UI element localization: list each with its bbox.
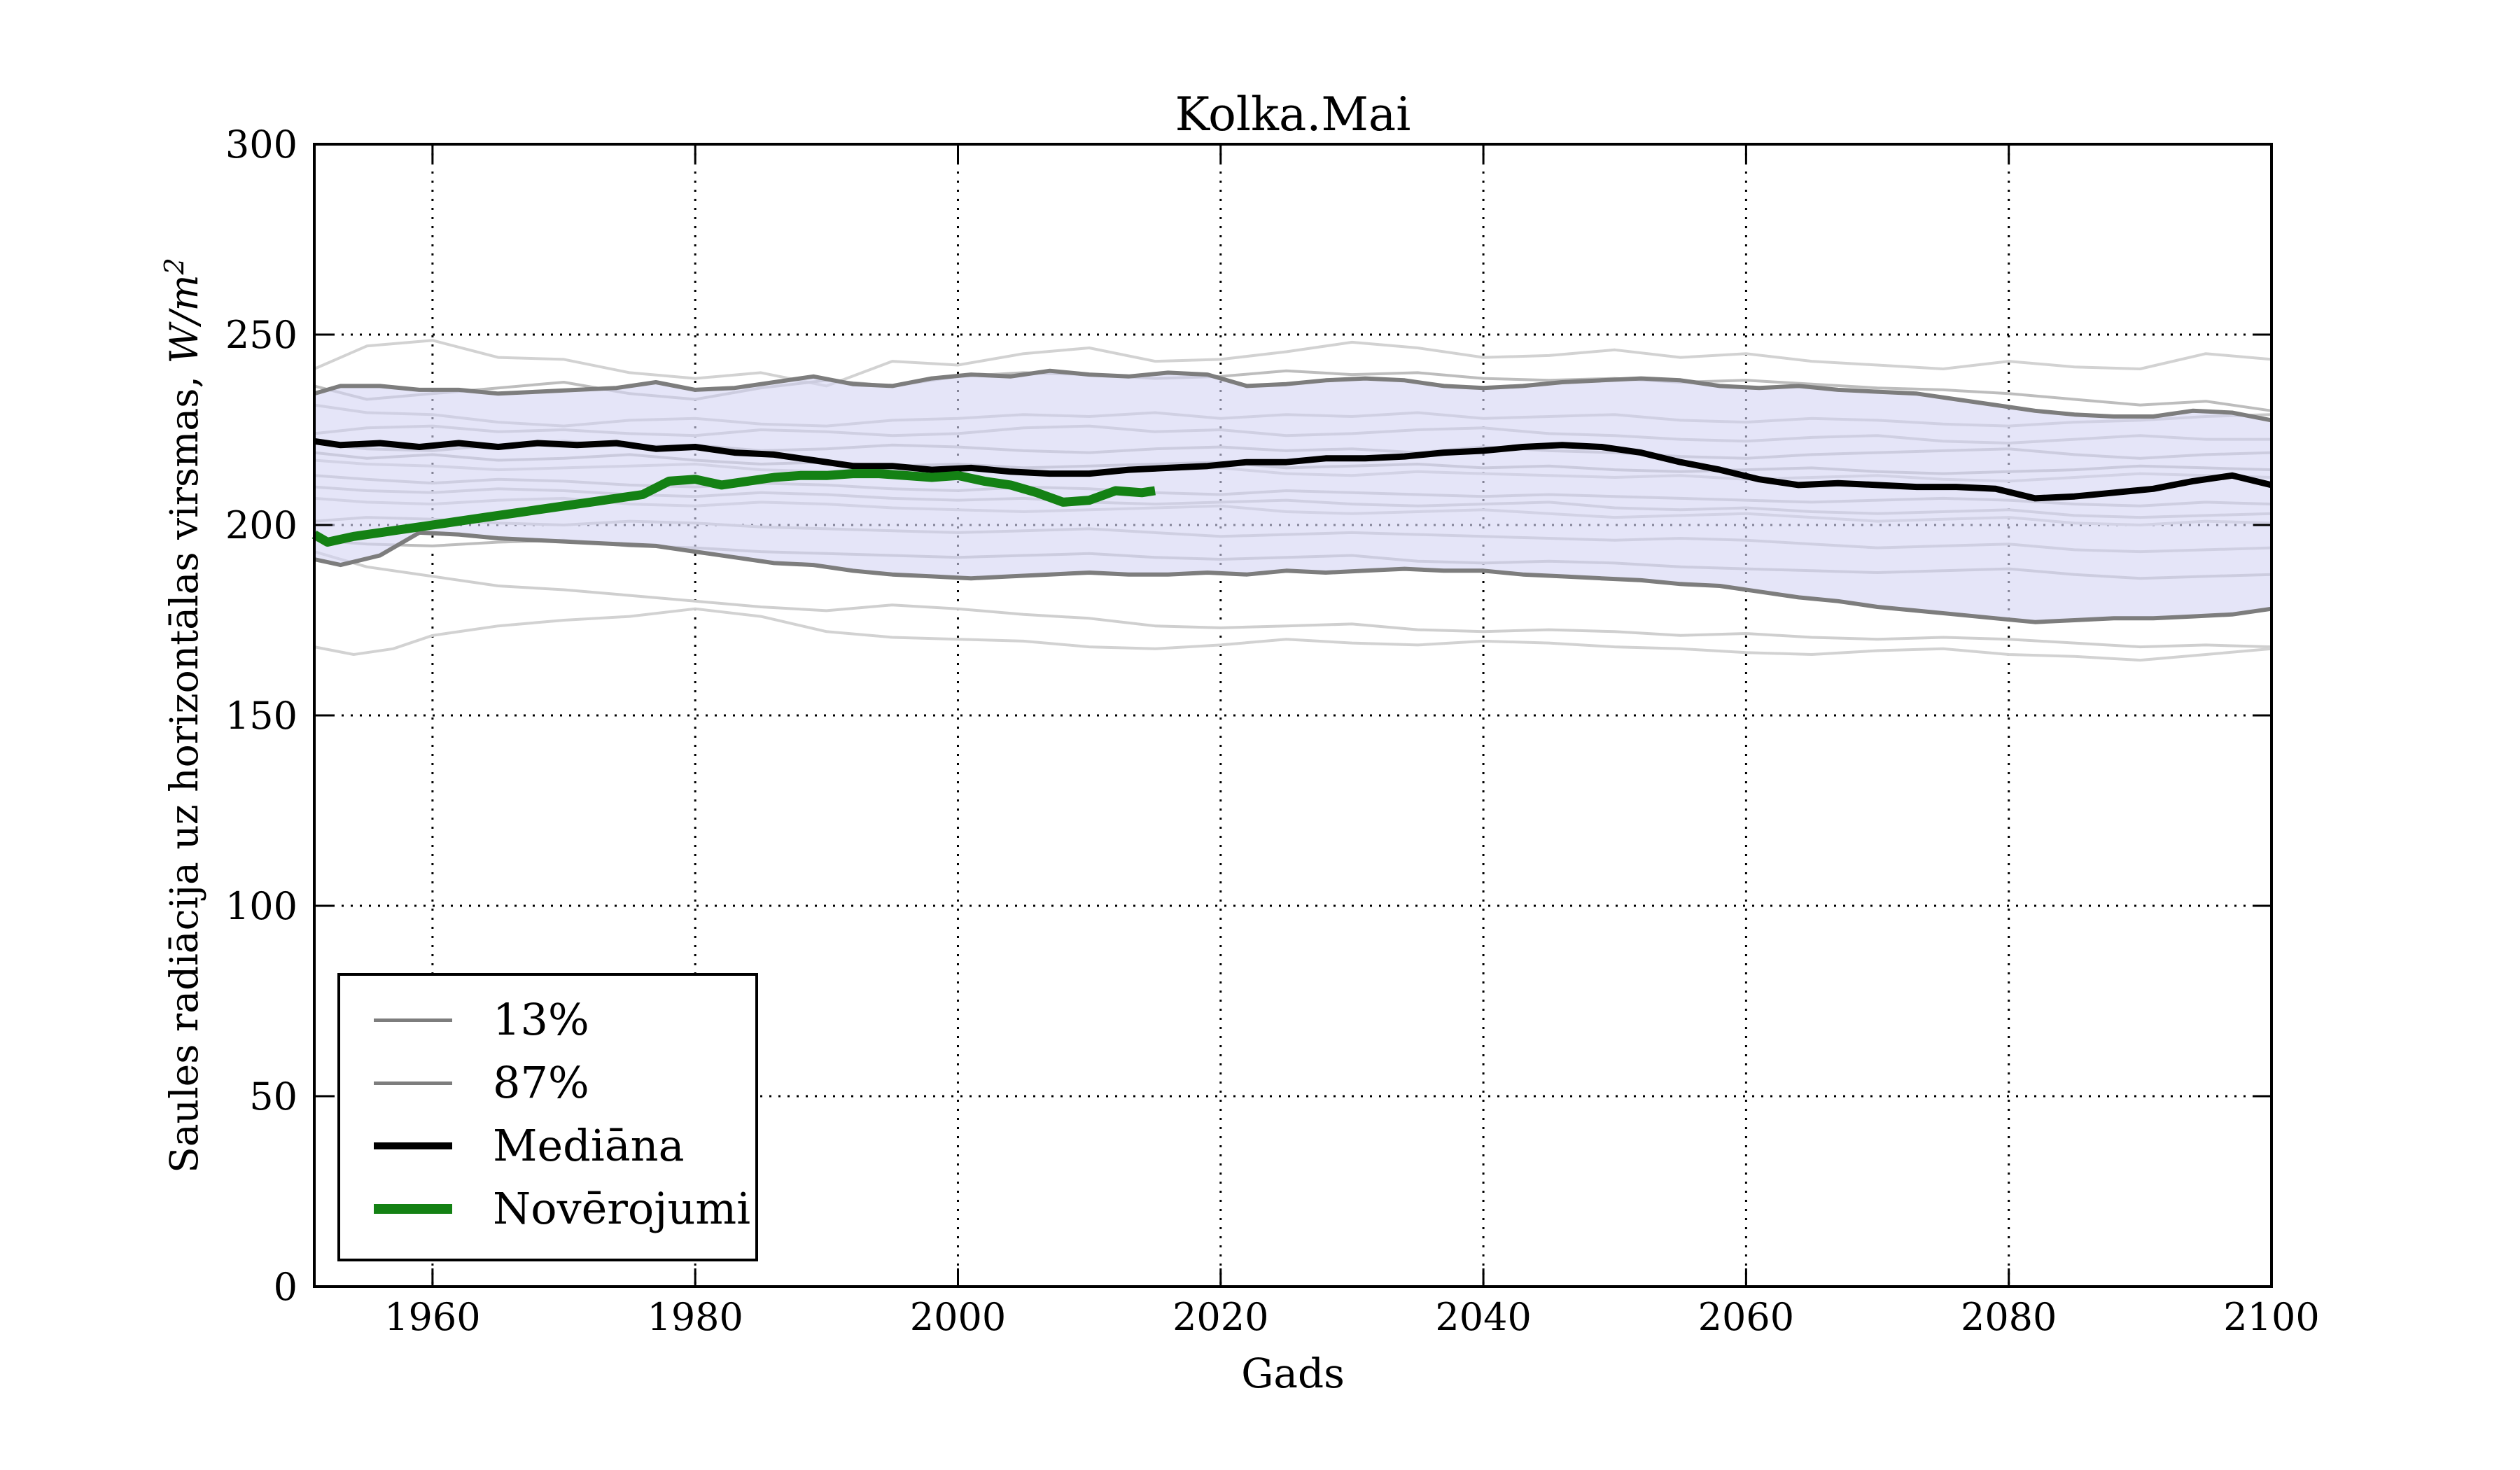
ensemble-line xyxy=(314,339,2272,388)
legend-line-sample-87pct xyxy=(374,1081,452,1085)
x-tick-label: 1960 xyxy=(384,1295,480,1339)
legend-item-13pct: 13% xyxy=(374,998,741,1042)
chart-title: Kolka.Mai xyxy=(1175,88,1411,141)
legend: 13% 87% Mediāna Novērojumi xyxy=(337,973,758,1261)
x-tick-label: 2020 xyxy=(1172,1295,1268,1339)
x-tick-label: 1980 xyxy=(647,1295,743,1339)
observations-line xyxy=(312,469,1156,547)
x-tick-label: 2100 xyxy=(2223,1295,2319,1339)
legend-label-mediana: Mediāna xyxy=(493,1120,685,1171)
ensemble-line xyxy=(314,607,2272,662)
percentile-87-line xyxy=(314,368,2272,423)
y-tick-label: 100 xyxy=(225,884,298,928)
legend-item-87pct: 87% xyxy=(374,1061,741,1105)
y-tick-label: 150 xyxy=(225,694,298,738)
legend-line-sample-mediana xyxy=(374,1142,452,1149)
x-tick-label: 2000 xyxy=(910,1295,1006,1339)
legend-item-mediana: Mediāna xyxy=(374,1124,741,1168)
band-fill xyxy=(314,370,2272,622)
median-line xyxy=(314,438,2273,502)
legend-line-sample-13pct xyxy=(374,1018,452,1022)
legend-label-noverojumi: Novērojumi xyxy=(493,1183,751,1234)
data-series xyxy=(312,368,2273,624)
x-tick-label: 2040 xyxy=(1435,1295,1531,1339)
y-tick-label: 200 xyxy=(225,503,298,547)
x-tick-label: 2080 xyxy=(1961,1295,2057,1339)
ensemble-line xyxy=(314,550,2272,649)
tick-labels: 1960 1980 2000 2020 2040 2060 2080 2100 0 50 100 15… xyxy=(225,122,2320,1339)
legend-line-sample-noverojumi xyxy=(374,1204,452,1214)
y-axis-label-units: W/m xyxy=(162,274,206,363)
y-axis-label: Saules radiācija uz horizontālas virsmas… xyxy=(159,258,206,1173)
legend-item-noverojumi: Novērojumi xyxy=(374,1187,750,1231)
y-tick-label: 0 xyxy=(274,1265,298,1309)
axes-frame xyxy=(313,143,2273,1288)
y-axis-label-units-sup: 2 xyxy=(159,258,190,275)
legend-label-13pct: 13% xyxy=(493,994,589,1045)
x-axis-label: Gads xyxy=(1241,1350,1345,1397)
y-tick-label: 300 xyxy=(225,122,298,167)
y-axis-label-text: Saules radiācija uz horizontālas virsmas… xyxy=(162,364,206,1173)
x-tick-label: 2060 xyxy=(1698,1295,1794,1339)
percentile-13-line xyxy=(314,530,2272,624)
percentile-band xyxy=(314,370,2272,622)
legend-label-87pct: 87% xyxy=(493,1057,589,1108)
y-tick-label: 250 xyxy=(225,313,298,357)
y-tick-label: 50 xyxy=(249,1074,298,1119)
